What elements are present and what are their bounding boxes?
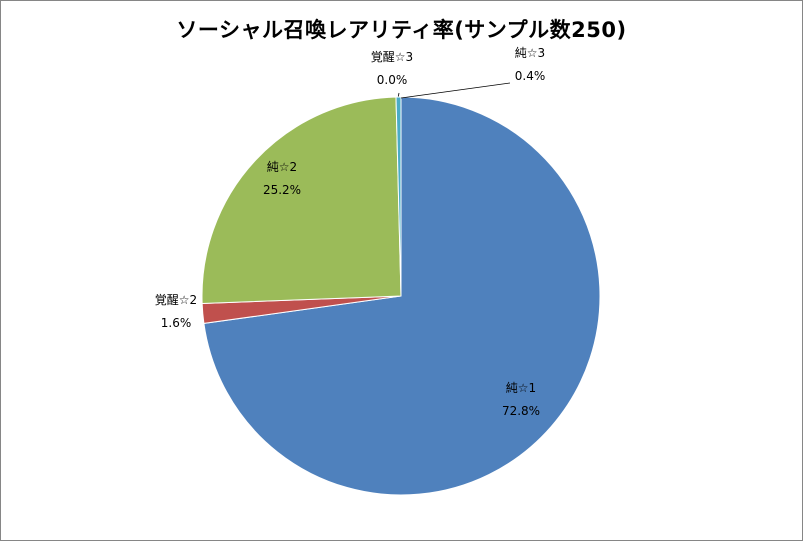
pie-slice-3	[201, 96, 402, 305]
chart-title: ソーシャル召喚レアリティ率(サンプル数250)	[176, 18, 627, 42]
slice-1-name-label: 純☆1	[506, 381, 536, 395]
slice-2-percent-label: 1.6%	[161, 316, 192, 330]
pie-slice-1	[203, 96, 601, 496]
slice-2-name-label: 覚醒☆2	[155, 293, 197, 307]
slice-5-name-label: 純☆3	[515, 46, 545, 60]
slice-1-percent-label: 72.8%	[502, 404, 540, 418]
slice-4-name-label: 覚醒☆3	[371, 50, 413, 64]
slice-5-percent-label: 0.4%	[515, 69, 546, 83]
slice-5-leader-line	[400, 82, 511, 99]
pie-slice-5	[395, 96, 402, 297]
slice-3-name-label: 純☆2	[267, 160, 297, 174]
slice-4-percent-label: 0.0%	[377, 73, 408, 87]
slice-3-percent-label: 25.2%	[263, 183, 301, 197]
